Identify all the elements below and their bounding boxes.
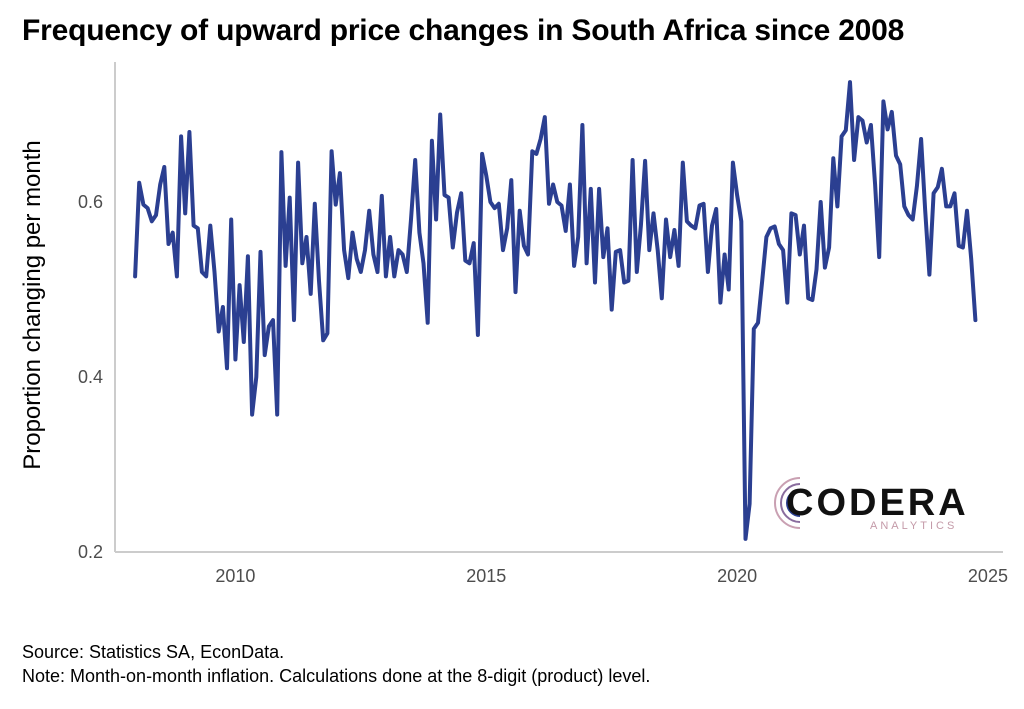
- x-tick-label: 2025: [968, 566, 1008, 586]
- y-tick-labels: 0.2 0.4 0.6: [78, 192, 103, 562]
- source-notes: Source: Statistics SA, EconData. Note: M…: [22, 640, 650, 688]
- x-tick-labels: 2010 2015 2020 2025: [215, 566, 1008, 586]
- y-tick-label: 0.2: [78, 542, 103, 562]
- logo-wordmark: CODERA: [786, 482, 969, 524]
- source-text: Source: Statistics SA, EconData.: [22, 642, 285, 662]
- logo-subtext: ANALYTICS: [870, 520, 958, 532]
- y-tick-label: 0.4: [78, 367, 103, 387]
- x-tick-label: 2020: [717, 566, 757, 586]
- note-text: Note: Month-on-month inflation. Calculat…: [22, 666, 651, 686]
- logo-mark-icon: [774, 477, 801, 529]
- codera-logo: CODERA ANALYTICS: [770, 470, 970, 536]
- y-tick-label: 0.6: [78, 192, 103, 212]
- chart-title: Frequency of upward price changes in Sou…: [22, 14, 905, 47]
- x-tick-label: 2015: [466, 566, 506, 586]
- x-tick-label: 2010: [215, 566, 255, 586]
- series-line: [133, 80, 978, 541]
